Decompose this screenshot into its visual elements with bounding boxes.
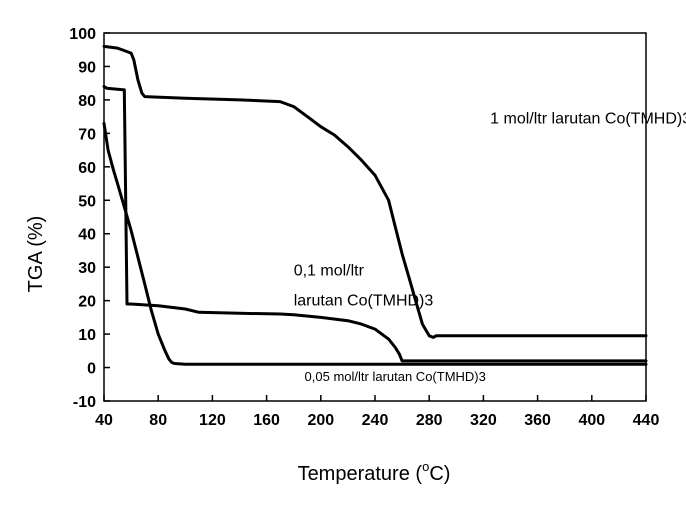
series-annotation-label: larutan Co(TMHD)3 <box>294 293 434 310</box>
x-tick-label: 40 <box>95 412 113 429</box>
x-tick-label: 80 <box>149 412 167 429</box>
x-axis-unit-open: ( <box>415 463 422 485</box>
series-annotation-label: 0,05 mol/ltr larutan Co(TMHD)3 <box>305 369 486 384</box>
y-tick-label: 70 <box>78 126 96 143</box>
x-tick-label: 440 <box>633 412 660 429</box>
series-0-05-mol-line <box>102 121 648 366</box>
x-tick-label: 400 <box>578 412 605 429</box>
y-tick-label: 80 <box>78 93 96 110</box>
x-axis-title-text: Temperature <box>298 463 410 485</box>
y-axis-title: TGA (%) <box>25 216 47 293</box>
y-tick-label: 10 <box>78 327 96 344</box>
series-0-1-mol-line <box>102 85 648 363</box>
y-tick-label: 30 <box>78 260 96 277</box>
series-annotation-label: 0,1 mol/ltr <box>294 263 365 280</box>
y-tick-label: 0 <box>87 361 96 378</box>
x-tick-label: 240 <box>362 412 389 429</box>
x-tick-label: 320 <box>470 412 497 429</box>
x-tick-label: 200 <box>307 412 334 429</box>
x-tick-label: 360 <box>524 412 551 429</box>
x-tick-label: 280 <box>416 412 443 429</box>
x-axis-title: Temperature (oC) <box>298 459 451 485</box>
y-tick-label: 100 <box>69 26 96 43</box>
x-axis-unit-close: C) <box>429 463 450 485</box>
y-tick-label: -10 <box>73 394 96 411</box>
y-tick-label: 90 <box>78 59 96 76</box>
x-tick-label: 160 <box>253 412 280 429</box>
y-tick-label: 20 <box>78 294 96 311</box>
series-1-mol-line <box>102 44 648 339</box>
y-tick-label: 50 <box>78 193 96 210</box>
y-tick-label: 60 <box>78 160 96 177</box>
x-tick-label: 120 <box>199 412 226 429</box>
x-axis-unit-degree: o <box>422 459 429 474</box>
series-annotation-label: 1 mol/ltr larutan Co(TMHD)3 <box>490 110 686 127</box>
y-tick-label: 40 <box>78 227 96 244</box>
